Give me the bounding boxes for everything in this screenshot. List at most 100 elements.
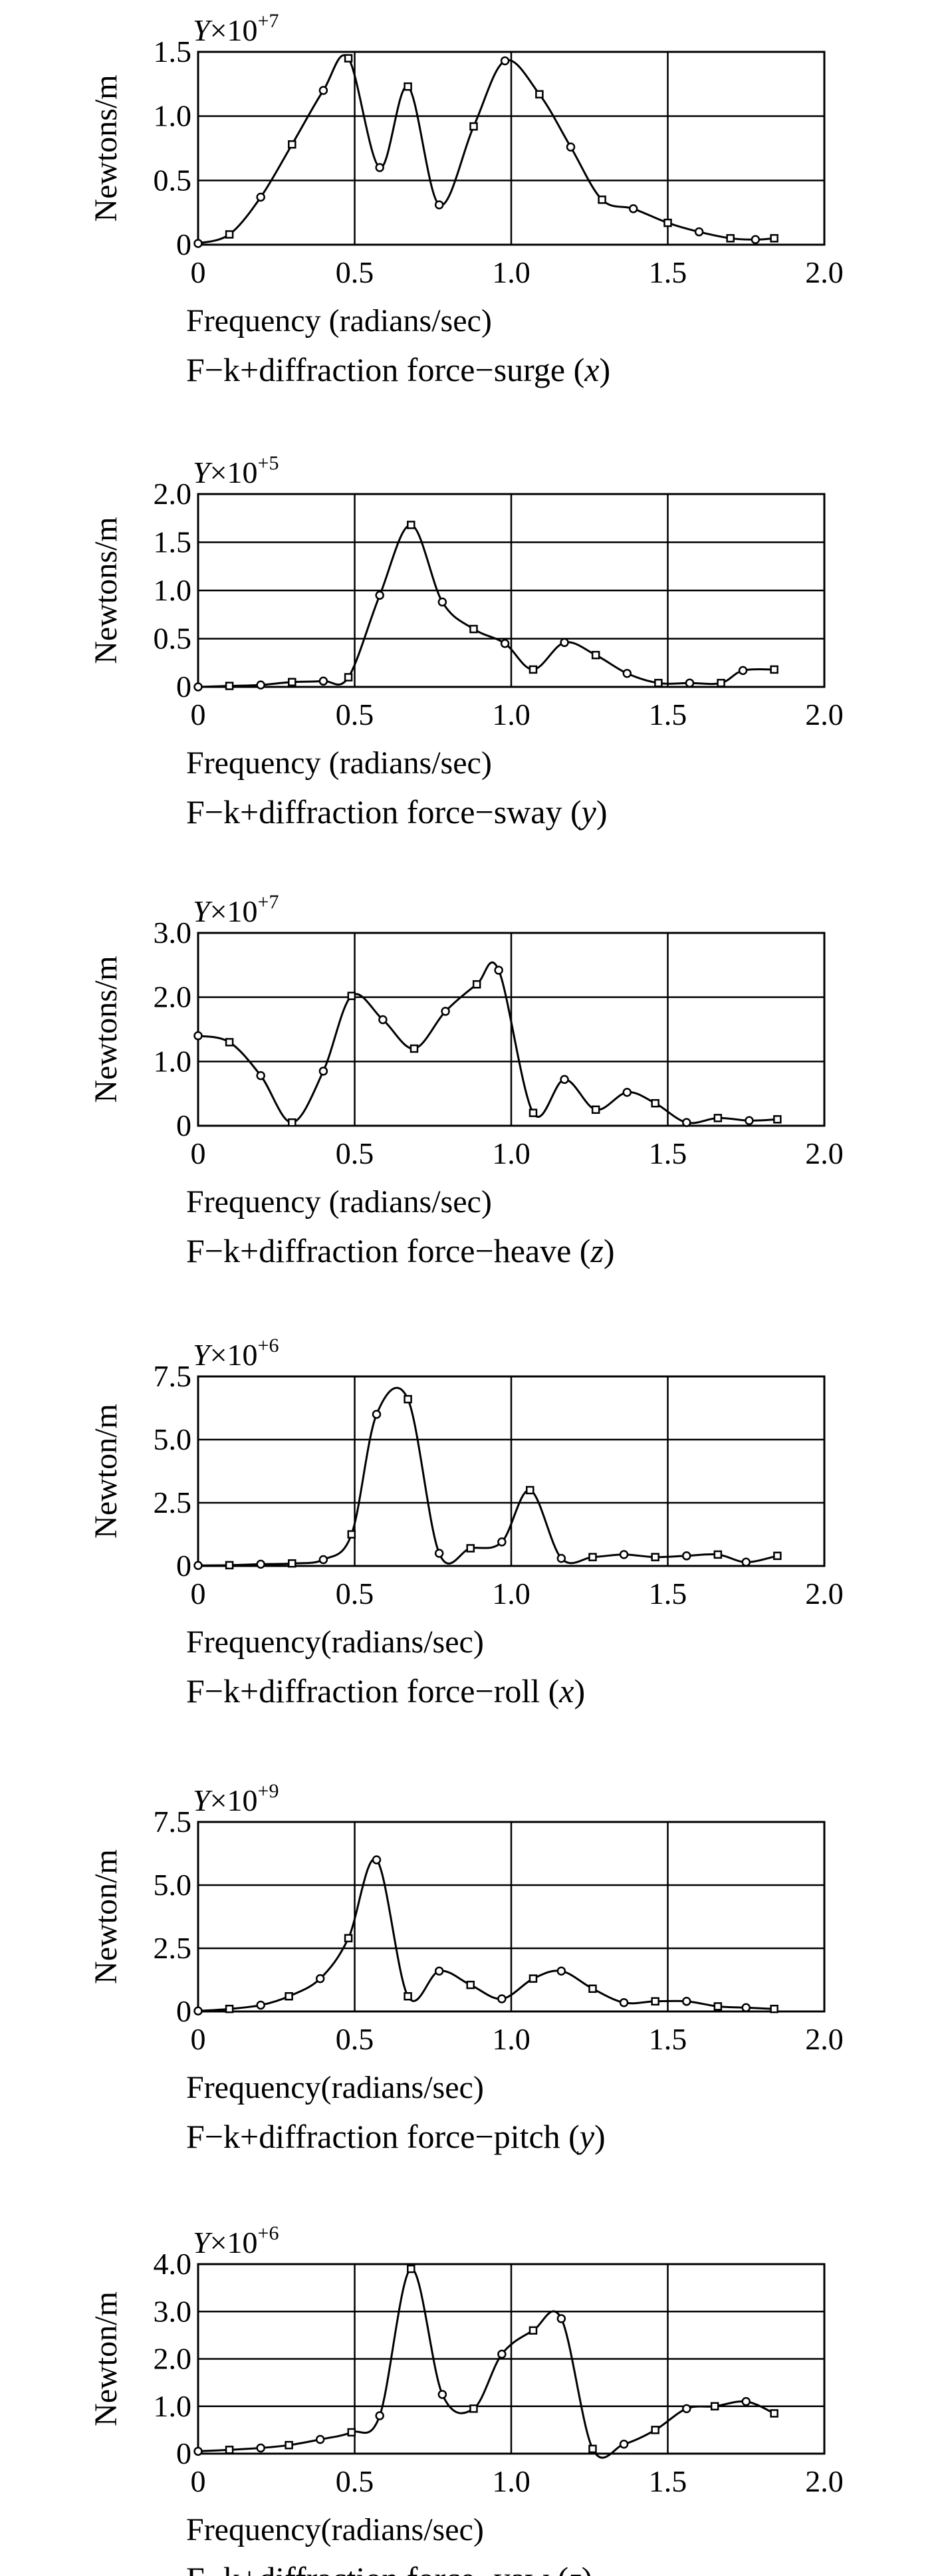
y-tick-label: 7.5	[154, 1359, 192, 1393]
data-point	[773, 1115, 782, 1124]
y-multiplier-variable: Y	[193, 13, 213, 47]
chart-caption: F−k+diffraction force−heave (z)	[186, 1232, 615, 1269]
y-tick-label: 5.0	[154, 1868, 192, 1902]
data-point	[372, 1410, 382, 1419]
data-point	[404, 1992, 412, 2001]
x-tick-label: 1.5	[649, 2022, 687, 2056]
data-point	[193, 239, 203, 248]
chart-caption: F−k+diffraction force−pitch (y)	[186, 2118, 606, 2155]
series-line	[197, 523, 774, 688]
y-multiplier-exponent: +6	[258, 2222, 279, 2244]
x-tick-label: 1.0	[492, 255, 530, 289]
data-point	[738, 666, 748, 676]
y-multiplier-label: Y×10+9	[193, 1780, 279, 1817]
data-point	[315, 2434, 325, 2444]
data-point	[256, 2000, 265, 2010]
data-point	[344, 1934, 353, 1943]
chart-caption-end: )	[582, 2560, 593, 2576]
data-point	[193, 682, 203, 692]
data-point	[434, 200, 444, 209]
data-point	[469, 624, 478, 634]
data-point	[256, 2443, 265, 2453]
y-tick-label: 0.5	[154, 163, 192, 197]
x-tick-label: 2.0	[805, 255, 844, 289]
chart-caption-end: )	[604, 1232, 615, 1269]
data-point	[318, 676, 328, 686]
data-point	[315, 1974, 325, 1984]
data-point	[466, 1544, 475, 1553]
y-multiplier-variable: Y	[193, 1783, 213, 1817]
y-tick-label: 1.0	[154, 573, 192, 607]
y-axis-label: Newton/m	[88, 1404, 124, 1539]
y-axis-label: Newtons/m	[88, 74, 124, 221]
data-point	[344, 673, 353, 682]
data-point	[560, 638, 569, 648]
x-tick-label: 0	[191, 2464, 206, 2498]
data-point	[598, 195, 606, 204]
chart-caption-end: )	[574, 1672, 585, 1710]
chart-caption: F−k+diffraction force−surge (x)	[186, 351, 610, 388]
y-multiplier-variable: Y	[193, 1338, 213, 1372]
y-multiplier-variable: Y	[193, 894, 213, 928]
data-point	[622, 1087, 632, 1097]
x-tick-label: 1.5	[649, 698, 687, 731]
y-tick-label: 1.0	[154, 2389, 192, 2423]
data-point	[256, 1071, 265, 1081]
data-point	[741, 1557, 751, 1567]
y-tick-label: 2.5	[154, 1931, 192, 1965]
y-axis-label: Newton/m	[88, 2291, 124, 2426]
y-multiplier-label: Y×10+6	[193, 1335, 279, 1372]
x-tick-label: 2.0	[805, 2022, 844, 2056]
chart-caption-variable: z	[590, 1232, 603, 1269]
data-point	[288, 140, 296, 149]
data-point	[285, 2440, 293, 2450]
data-point	[497, 1537, 507, 1547]
data-point	[347, 2428, 356, 2437]
data-point	[628, 204, 638, 213]
x-tick-label: 1.0	[492, 2464, 530, 2498]
y-axis-label: Newtons/m	[88, 956, 124, 1102]
y-tick-label: 3.0	[154, 916, 192, 950]
data-point	[685, 678, 695, 688]
x-tick-label: 0	[191, 1136, 206, 1170]
chart-caption-end: )	[594, 2118, 606, 2155]
series-line	[197, 54, 774, 245]
y-tick-label: 1.0	[154, 1044, 192, 1078]
data-point	[497, 1994, 507, 2003]
data-point	[726, 234, 735, 243]
x-tick-label: 2.0	[805, 1577, 844, 1610]
chart-panel: 0 1.0 2.0 3.0 0 0.5 1.0 1.5 2.0 Newtons/m Y×10+7 Fr…	[88, 891, 844, 1269]
chart-caption-variable: y	[578, 793, 597, 831]
y-multiplier-label: Y×10+7	[193, 10, 279, 47]
y-tick-label: 5.0	[154, 1422, 192, 1456]
plot-frame	[197, 2263, 826, 2455]
y-tick-label: 0	[176, 1994, 191, 2028]
x-tick-label: 1.5	[649, 2464, 687, 2498]
data-point	[375, 163, 384, 172]
data-point	[410, 1044, 419, 1053]
data-point	[588, 2444, 597, 2454]
data-point	[372, 1855, 382, 1865]
data-point	[713, 1114, 723, 1122]
data-point	[770, 2004, 778, 2013]
y-multiplier-exponent: +6	[258, 1335, 279, 1356]
x-axis-label: Frequency(radians/sec)	[186, 1624, 484, 1660]
data-point	[288, 678, 296, 686]
data-point	[193, 2446, 203, 2456]
data-point	[500, 56, 510, 66]
data-point	[663, 218, 672, 227]
data-point	[318, 1555, 328, 1565]
y-tick-label: 3.0	[154, 2294, 192, 2328]
data-point	[741, 2003, 751, 2013]
data-point	[651, 1098, 659, 1108]
y-tick-label: 0	[176, 227, 191, 261]
chart-caption-end: )	[596, 793, 608, 831]
data-point	[441, 1007, 450, 1016]
x-tick-label: 0.5	[336, 2022, 374, 2056]
x-tick-label: 0.5	[336, 1577, 374, 1610]
x-axis-label: Frequency (radians/sec)	[186, 745, 492, 781]
data-point	[622, 668, 632, 678]
y-tick-label: 0	[176, 1108, 191, 1142]
chart-caption-variable: z	[568, 2560, 581, 2576]
data-point	[619, 1997, 629, 2007]
